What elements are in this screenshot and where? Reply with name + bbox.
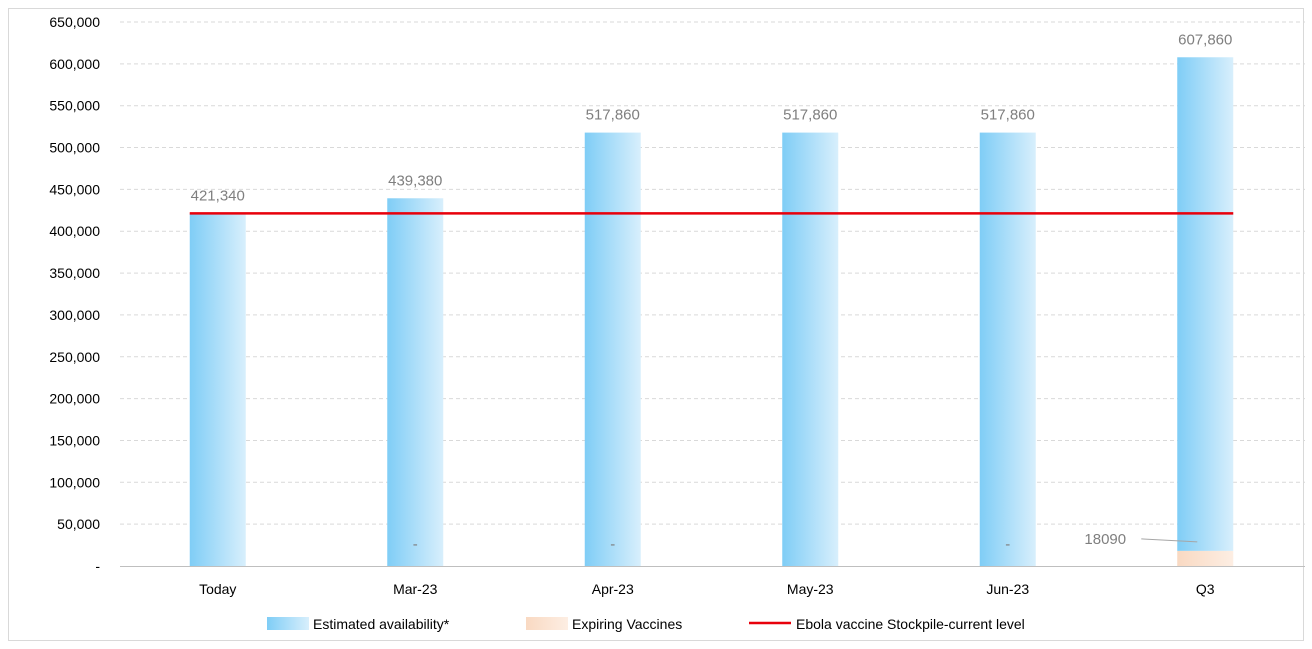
x-tick-label: Q3 (1196, 581, 1215, 597)
x-tick-label: Jun-23 (986, 581, 1029, 597)
y-tick-label: 150,000 (49, 432, 100, 448)
legend-swatch-availability (267, 617, 309, 630)
y-tick-label: 100,000 (49, 474, 100, 490)
y-tick-label: 600,000 (49, 56, 100, 72)
y-tick-label: 200,000 (49, 391, 100, 407)
y-tick-label: 450,000 (49, 181, 100, 197)
data-label-expiring: 18090 (1084, 531, 1126, 548)
data-label-availability: 517,860 (981, 107, 1035, 124)
legend-swatch-expiring (526, 617, 568, 630)
y-tick-label: 500,000 (49, 140, 100, 156)
y-tick-label: 250,000 (49, 349, 100, 365)
bar-estimated-availability (584, 132, 641, 567)
legend-label-stockpile: Ebola vaccine Stockpile-current level (796, 616, 1025, 632)
data-label-expiring: - (1005, 536, 1010, 553)
data-label-availability: 439,380 (388, 172, 442, 189)
y-tick-label: 50,000 (57, 516, 100, 532)
bar-estimated-availability (1177, 57, 1234, 551)
data-label-availability: 517,860 (586, 107, 640, 124)
bar-estimated-availability (387, 198, 444, 566)
bar-estimated-availability (979, 132, 1036, 567)
y-tick-label: 350,000 (49, 265, 100, 281)
bar-estimated-availability (189, 213, 246, 566)
bar-estimated-availability (782, 132, 839, 567)
y-tick-label: 300,000 (49, 307, 100, 323)
data-label-availability: 607,860 (1178, 31, 1232, 48)
y-tick-label: - (95, 558, 100, 574)
x-tick-label: Mar-23 (393, 581, 438, 597)
data-label-expiring: - (413, 536, 418, 553)
bar-expiring-vaccines (1177, 550, 1234, 566)
y-tick-label: 550,000 (49, 98, 100, 114)
x-tick-label: May-23 (787, 581, 834, 597)
x-tick-label: Apr-23 (592, 581, 634, 597)
data-label-expiring: - (610, 536, 615, 553)
x-tick-label: Today (199, 581, 236, 597)
leader-line (1141, 538, 1198, 543)
data-label-availability: 421,340 (191, 187, 245, 204)
data-label-availability: 517,860 (783, 107, 837, 124)
y-tick-label: 650,000 (49, 14, 100, 30)
legend-label-expiring: Expiring Vaccines (572, 616, 682, 632)
y-tick-label: 400,000 (49, 223, 100, 239)
legend-label-availability: Estimated availability* (313, 616, 450, 632)
